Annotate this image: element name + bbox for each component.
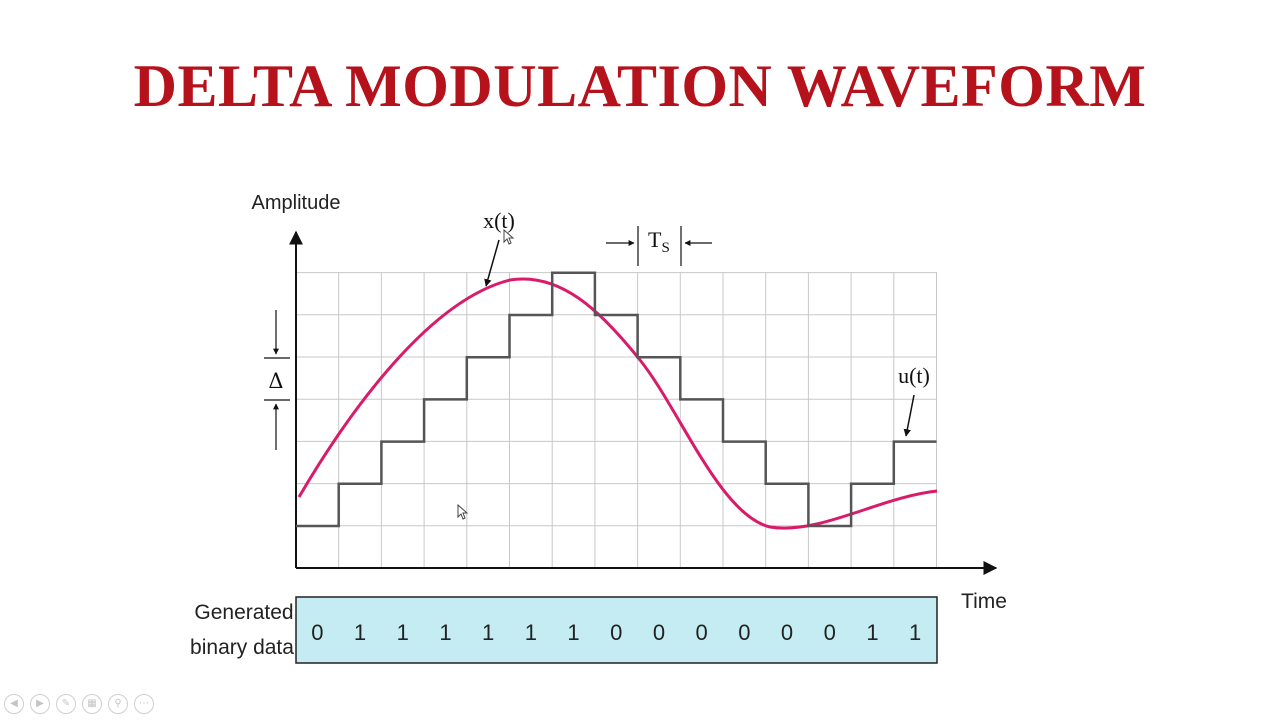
step-label: Δ [268,369,283,393]
mouse-cursor-icon [457,504,469,520]
signal-label: x(t) [483,208,515,233]
slides-icon[interactable]: ▦ [82,694,102,714]
bit-value: 0 [610,620,622,645]
slide-title: DELTA MODULATION WAVEFORM [133,53,1147,119]
data-row-label-line1: Generated [194,601,293,624]
bit-value: 1 [482,620,494,645]
bit-value: 1 [439,620,451,645]
binary-data-band [295,596,938,664]
signal-pointer-arrow [484,239,500,287]
bit-value: 0 [653,620,665,645]
next-icon[interactable]: ▶ [30,694,50,714]
binary-data-bits: 0 1 1 1 1 1 1 0 0 0 0 0 0 1 1 [311,620,921,645]
y-axis-label: Amplitude [252,192,341,214]
analog-signal-curve [297,277,938,530]
mouse-cursor-icon [503,229,515,245]
step-size-marker: Δ [264,310,290,450]
bit-value: 1 [866,620,878,645]
prev-icon[interactable]: ◀ [4,694,24,714]
svg-text:TS: TS [648,227,670,256]
pen-icon[interactable]: ✎ [56,694,76,714]
data-row-label-line2: binary data [190,636,294,659]
staircase-pointer-arrow [903,394,915,437]
bit-value: 0 [738,620,750,645]
bit-value: 0 [696,620,708,645]
bit-value: 1 [354,620,366,645]
grid [295,272,937,569]
period-label: T [648,227,662,252]
sampling-period-marker: TS [606,226,712,266]
slideshow-nav: ◀ ▶ ✎ ▦ ⚲ ⋯ [4,694,154,714]
bit-value: 1 [909,620,921,645]
period-label-sub: S [661,240,669,256]
bit-value: 0 [824,620,836,645]
bit-value: 1 [397,620,409,645]
bit-value: 1 [567,620,579,645]
bit-value: 0 [311,620,323,645]
bit-value: 0 [781,620,793,645]
bit-value: 1 [525,620,537,645]
more-icon[interactable]: ⋯ [134,694,154,714]
staircase-label: u(t) [898,363,930,388]
staircase-approximation [296,271,937,528]
zoom-icon[interactable]: ⚲ [108,694,128,714]
x-axis-label: Time [961,590,1007,613]
